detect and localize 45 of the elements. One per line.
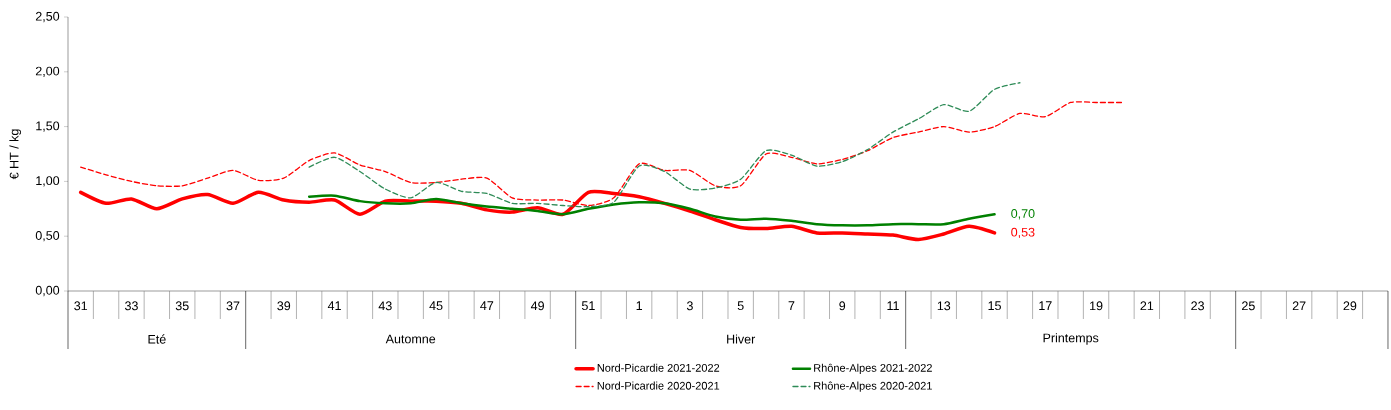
x-tick-label: 9 (839, 301, 846, 311)
x-tick-label: 11 (887, 301, 899, 310)
x-tick-label: 1 (636, 301, 643, 310)
x-tick-label: 45 (429, 301, 443, 311)
x-tick-label: 51 (581, 301, 595, 311)
x-tick-label: 15 (988, 301, 1001, 311)
y-tick-label: 0,50 (35, 231, 60, 242)
legend-label: Nord-Picardie 2020-2021 (597, 381, 720, 390)
legend-label: Nord-Picardie 2021-2022 (597, 363, 720, 372)
y-tick-label: 1,50 (36, 121, 60, 132)
x-tick-label: 37 (226, 301, 240, 311)
data-label: 0,53 (1011, 227, 1035, 239)
line-series (307, 194, 996, 227)
x-tick-label: 39 (277, 301, 291, 311)
x-tick-label: 43 (378, 301, 392, 311)
data-label: 0,70 (1011, 209, 1035, 220)
x-tick-label: 29 (1343, 301, 1357, 311)
text: Hiver (727, 334, 756, 344)
y-tick-label: 2,00 (35, 66, 60, 77)
x-tick-label: 13 (937, 301, 951, 311)
x-tick-label: 27 (1292, 301, 1306, 311)
y-tick-label: 0,00 (35, 285, 60, 297)
legend-label: Rhône-Alpes 2021-2022 (814, 363, 932, 374)
text: Eté (148, 334, 166, 344)
line-series (308, 82, 1021, 208)
y-tick-label: 2,50 (35, 11, 60, 23)
x-tick-label: 41 (327, 301, 341, 310)
x-tick-label: 49 (530, 301, 544, 311)
x-tick-label: 35 (175, 301, 189, 311)
legend-label: Rhône-Alpes 2020-2021 (814, 381, 932, 392)
x-tick-label: 47 (480, 301, 494, 310)
x-tick-label: 25 (1242, 301, 1255, 311)
x-tick-label: 5 (737, 301, 744, 311)
x-tick-label: 21 (1140, 301, 1154, 311)
y-axis-title: € HT / kg (9, 129, 22, 180)
x-tick-label: 33 (124, 301, 138, 311)
x-tick-label: 31 (74, 301, 88, 311)
x-tick-label: 3 (686, 301, 693, 311)
x-tick-label: 23 (1191, 301, 1204, 311)
x-tick-label: 7 (788, 301, 795, 310)
x-tick-label: 19 (1090, 301, 1103, 311)
y-tick-label: 1,00 (36, 176, 60, 187)
text: Automne (385, 334, 436, 344)
text: Printemps (1043, 333, 1099, 345)
x-tick-label: 17 (1039, 301, 1052, 310)
